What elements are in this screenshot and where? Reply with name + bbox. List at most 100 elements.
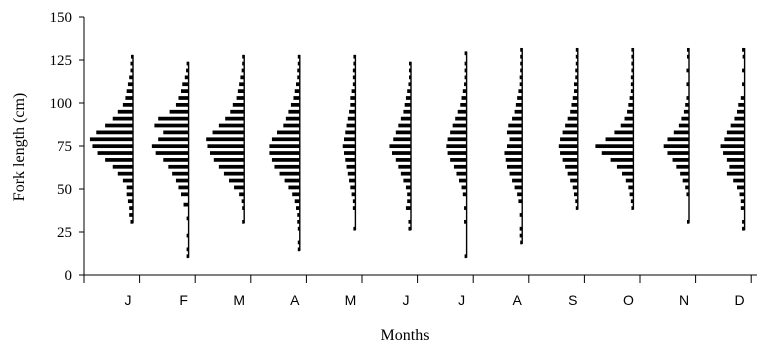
histogram-bar <box>163 158 189 162</box>
histogram-bar <box>631 68 634 73</box>
histogram-bar <box>403 178 411 183</box>
histogram-bar <box>408 219 411 224</box>
histogram-bar <box>236 96 245 100</box>
histogram-bar <box>175 178 189 183</box>
histogram-panels <box>89 47 746 259</box>
month-histogram <box>558 47 579 210</box>
histogram-bar <box>663 144 689 149</box>
histogram-bar <box>519 75 523 80</box>
histogram-bar <box>269 144 300 149</box>
histogram-bar <box>595 144 634 149</box>
month-histogram <box>151 61 190 259</box>
histogram-bar <box>350 96 356 100</box>
histogram-bar <box>738 103 745 107</box>
histogram-bar <box>183 202 189 207</box>
histogram-bar <box>464 51 467 56</box>
histogram-bar <box>126 192 133 197</box>
histogram-bar <box>614 130 634 135</box>
histogram-bar <box>408 82 411 87</box>
month-label: M <box>345 292 357 308</box>
histogram-bar <box>629 96 634 100</box>
month-histogram <box>269 54 301 252</box>
histogram-bar <box>627 109 634 114</box>
histogram-bar <box>297 54 300 59</box>
histogram-bar <box>407 199 411 204</box>
histogram-bar <box>575 61 578 66</box>
histogram-bar <box>350 103 356 107</box>
histogram-bar <box>353 61 356 66</box>
histogram-bar <box>514 109 523 114</box>
histogram-bar <box>352 82 356 87</box>
histogram-bar <box>739 192 745 197</box>
histogram-bar <box>241 68 245 73</box>
histogram-bar <box>225 116 245 121</box>
histogram-bar <box>464 68 467 73</box>
histogram-bar <box>405 206 411 210</box>
y-tick-label: 50 <box>57 182 72 198</box>
histogram-bar <box>514 185 523 190</box>
histogram-bar <box>112 164 133 169</box>
histogram-bar <box>567 116 578 121</box>
histogram-bar <box>96 130 133 135</box>
histogram-bar <box>131 54 133 59</box>
histogram-bar <box>117 171 133 176</box>
histogram-bar <box>459 178 467 183</box>
histogram-bar <box>163 130 189 135</box>
histogram-bar <box>344 151 356 155</box>
histogram-bar <box>271 158 300 162</box>
histogram-bar <box>186 254 189 259</box>
histogram-bar <box>353 54 356 59</box>
histogram-bar <box>130 219 133 224</box>
histogram-bar <box>562 158 578 162</box>
histogram-bar <box>520 54 523 59</box>
histogram-bar <box>239 192 245 197</box>
histogram-bar <box>628 185 634 190</box>
histogram-bar <box>630 75 634 80</box>
histogram-bar <box>461 185 467 190</box>
histogram-bar <box>726 130 745 135</box>
histogram-bar <box>154 123 189 128</box>
histogram-bar <box>409 68 411 73</box>
histogram-bar <box>519 82 523 87</box>
histogram-bar <box>740 96 745 100</box>
histogram-bar <box>464 61 467 66</box>
histogram-bar <box>122 103 133 107</box>
histogram-bar <box>574 82 578 87</box>
histogram-bar <box>519 213 523 217</box>
histogram-bar <box>507 144 523 149</box>
histogram-bar <box>346 123 356 128</box>
histogram-bar <box>685 103 689 107</box>
histogram-bar <box>742 47 745 52</box>
histogram-bar <box>628 103 634 107</box>
histogram-bar <box>518 199 523 204</box>
histogram-bar <box>462 89 467 93</box>
histogram-bar <box>464 206 467 210</box>
histogram-bar <box>518 89 523 93</box>
y-tick-label: 25 <box>57 225 72 241</box>
histogram-bar <box>560 151 578 155</box>
histogram-bar <box>574 89 578 93</box>
histogram-bar <box>400 116 411 121</box>
histogram-bar <box>681 116 689 121</box>
histogram-bar <box>630 82 634 87</box>
histogram-bar <box>407 192 411 197</box>
histogram-bar <box>398 123 411 128</box>
histogram-bar <box>575 54 578 59</box>
histogram-bar <box>686 192 689 197</box>
histogram-bar <box>457 109 467 114</box>
histogram-bar <box>678 123 689 128</box>
histogram-bar <box>296 206 300 210</box>
histogram-bar <box>519 226 523 231</box>
histogram-bar <box>575 199 578 204</box>
histogram-bar <box>223 171 245 176</box>
histogram-bar <box>352 68 356 73</box>
histogram-bar <box>737 185 745 190</box>
histogram-bar <box>508 123 523 128</box>
histogram-bar <box>631 47 634 52</box>
histogram-bar <box>218 123 245 128</box>
histogram-bar <box>616 164 634 169</box>
histogram-bar <box>624 116 634 121</box>
histogram-bar <box>105 158 133 162</box>
